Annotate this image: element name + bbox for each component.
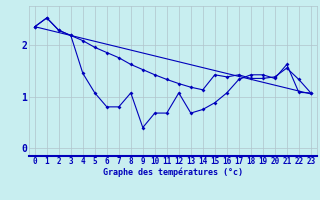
X-axis label: Graphe des températures (°c): Graphe des températures (°c) [103,168,243,177]
